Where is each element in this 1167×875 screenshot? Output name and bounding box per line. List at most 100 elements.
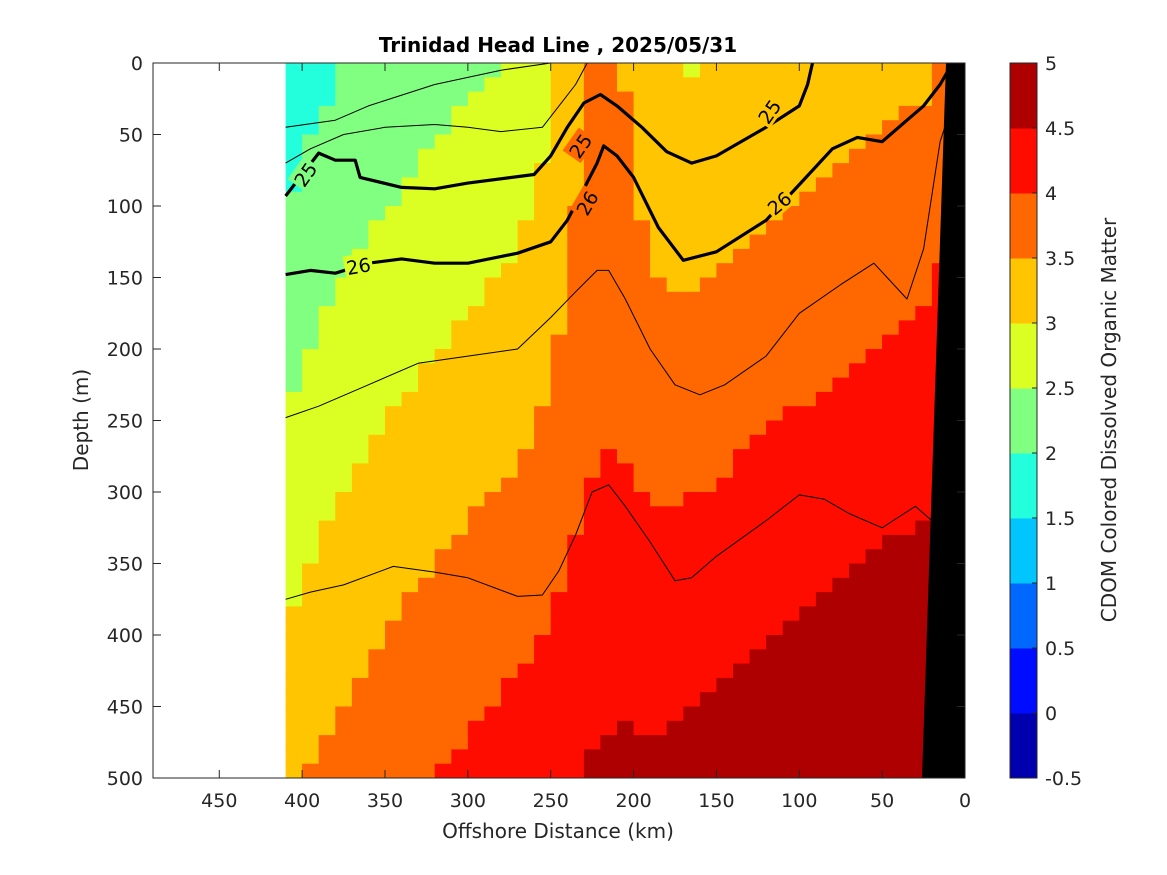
colorbar-tick-label: 1	[1045, 573, 1057, 595]
field-cell	[782, 492, 800, 507]
field-cell	[683, 263, 701, 279]
field-cell	[782, 349, 800, 364]
field-cell	[617, 120, 635, 136]
field-cell	[418, 291, 436, 307]
field-cell	[467, 677, 486, 693]
field-cell	[302, 234, 320, 250]
field-cell	[799, 320, 817, 336]
field-cell	[501, 677, 519, 693]
field-cell	[550, 105, 568, 121]
field-cell	[915, 191, 933, 207]
y-tick-label: 350	[107, 554, 143, 576]
field-cell	[600, 492, 618, 507]
field-cell	[898, 191, 916, 207]
field-cell	[766, 620, 784, 636]
field-cell	[815, 763, 834, 778]
x-tick-label: 200	[615, 790, 651, 812]
field-cell	[351, 577, 370, 593]
field-cell	[484, 377, 502, 393]
field-cell	[418, 234, 436, 250]
field-cell	[285, 549, 303, 565]
field-cell	[650, 406, 668, 422]
field-cell	[451, 377, 469, 393]
field-cell	[915, 163, 933, 179]
field-cell	[583, 549, 602, 565]
field-cell	[583, 434, 602, 450]
field-cell	[484, 120, 502, 136]
field-cell	[766, 463, 784, 479]
field-cell	[749, 520, 767, 536]
field-cell	[368, 534, 386, 550]
field-cell	[749, 120, 767, 136]
field-cell	[815, 206, 834, 221]
field-cell	[550, 477, 568, 493]
field-cell	[915, 334, 933, 350]
field-cell	[418, 334, 436, 350]
field-cell	[666, 263, 684, 279]
field-cell	[583, 749, 602, 765]
field-cell	[699, 735, 718, 751]
field-cell	[534, 77, 552, 93]
field-cell	[302, 492, 320, 507]
field-cell	[434, 492, 452, 507]
field-cell	[799, 306, 817, 322]
field-cell	[285, 692, 303, 708]
colorbar-swatch	[1010, 648, 1037, 714]
field-cell	[849, 677, 867, 693]
field-cell	[401, 735, 419, 751]
field-cell	[600, 635, 618, 650]
x-tick-label: 300	[450, 790, 486, 812]
field-cell	[484, 148, 502, 164]
field-cell	[650, 606, 668, 622]
field-cell	[749, 320, 767, 336]
field-cell	[733, 420, 751, 436]
field-cell	[550, 148, 568, 164]
field-cell	[666, 735, 684, 751]
field-cell	[467, 320, 486, 336]
field-cell	[451, 663, 469, 679]
field-cell	[865, 663, 883, 679]
field-cell	[401, 592, 419, 608]
field-cell	[368, 635, 386, 650]
field-cell	[617, 234, 635, 250]
field-cell	[832, 677, 850, 693]
field-cell	[666, 420, 684, 436]
field-cell	[633, 306, 651, 322]
field-cell	[865, 649, 883, 665]
field-cell	[815, 577, 834, 593]
field-cell	[683, 463, 701, 479]
field-cell	[915, 291, 933, 307]
field-cell	[898, 477, 916, 493]
field-cell	[285, 120, 303, 136]
field-cell	[583, 606, 602, 622]
field-cell	[865, 520, 883, 536]
field-cell	[733, 663, 751, 679]
field-cell	[882, 577, 900, 593]
field-cell	[865, 391, 883, 407]
field-cell	[451, 134, 469, 150]
field-cell	[451, 349, 469, 364]
field-cell	[898, 720, 916, 736]
field-cell	[650, 763, 668, 778]
field-cell	[318, 434, 336, 450]
field-cell	[815, 63, 834, 78]
field-cell	[683, 234, 701, 250]
field-cell	[832, 635, 850, 650]
field-cell	[517, 692, 535, 708]
field-cell	[815, 506, 834, 522]
field-cell	[285, 463, 303, 479]
field-cell	[550, 248, 568, 264]
field-cell	[766, 234, 784, 250]
field-cell	[650, 377, 668, 393]
y-tick-label: 400	[107, 625, 143, 647]
field-cell	[335, 377, 353, 393]
field-cell	[318, 291, 336, 307]
field-cell	[467, 592, 486, 608]
field-cell	[882, 148, 900, 164]
field-cell	[368, 220, 386, 236]
field-cell	[335, 91, 353, 107]
field-cell	[633, 377, 651, 393]
field-cell	[733, 534, 751, 550]
field-cell	[418, 91, 436, 107]
field-cell	[484, 663, 502, 679]
